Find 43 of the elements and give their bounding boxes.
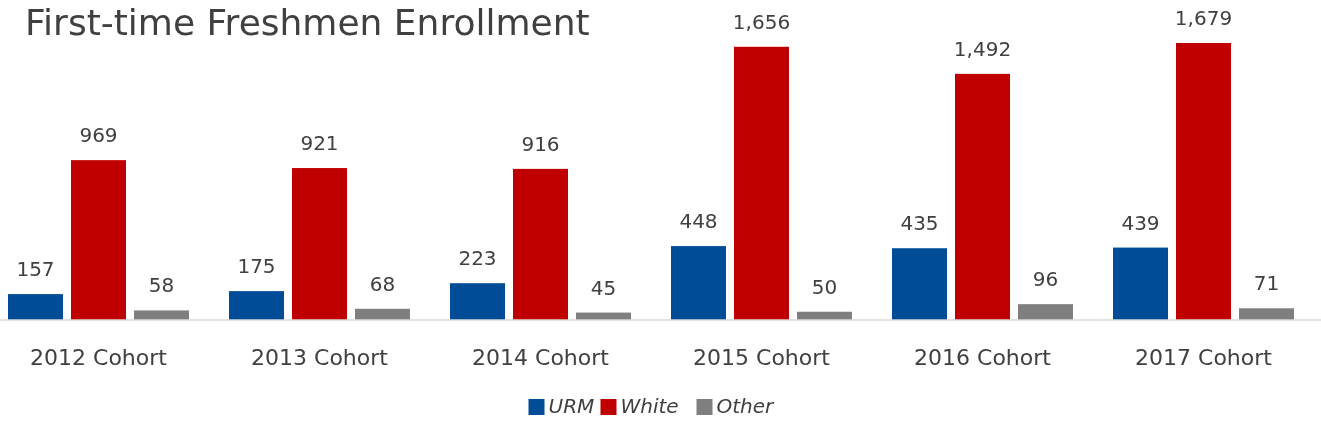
- bar: [1018, 304, 1073, 320]
- bar: [292, 168, 347, 320]
- x-tick-label: 2015 Cohort: [693, 345, 831, 370]
- data-label: 68: [369, 271, 396, 296]
- data-label: 223: [458, 246, 497, 271]
- bar: [892, 248, 947, 320]
- x-tick-label: 2017 Cohort: [1135, 345, 1273, 370]
- data-label: 921: [300, 131, 339, 156]
- data-label: 435: [900, 211, 939, 236]
- data-label: 45: [590, 275, 617, 300]
- x-tick-label: 2016 Cohort: [914, 345, 1052, 370]
- data-label: 58: [148, 273, 175, 298]
- bar: [1176, 43, 1231, 320]
- bar: [450, 283, 505, 320]
- x-tick-label: 2012 Cohort: [30, 345, 168, 370]
- bar: [8, 294, 63, 320]
- bar: [734, 46, 789, 320]
- data-label: 448: [679, 209, 718, 234]
- data-label: 1,492: [953, 36, 1012, 61]
- data-label: 50: [811, 274, 838, 299]
- chart-title: First-time Freshmen Enrollment: [25, 2, 590, 43]
- data-label: 71: [1253, 271, 1280, 296]
- legend-label: URM: [548, 394, 595, 418]
- bar: [229, 291, 284, 320]
- bar: [513, 168, 568, 320]
- x-tick-label: 2014 Cohort: [472, 345, 610, 370]
- data-label: 439: [1121, 210, 1160, 235]
- bar: [71, 160, 126, 320]
- bar: [671, 246, 726, 320]
- bar: [1239, 308, 1294, 320]
- data-label: 175: [237, 254, 276, 279]
- data-label: 969: [79, 123, 118, 148]
- bar: [955, 73, 1010, 320]
- data-label: 1,656: [732, 9, 791, 34]
- legend-label: White: [620, 394, 679, 418]
- x-tick-label: 2013 Cohort: [251, 345, 389, 370]
- legend-label: Other: [716, 394, 776, 418]
- data-label: 916: [521, 131, 560, 156]
- data-label: 96: [1032, 267, 1059, 292]
- data-label: 157: [16, 257, 55, 282]
- bar: [134, 310, 189, 320]
- bar: [1113, 247, 1168, 320]
- data-label: 1,679: [1174, 6, 1233, 30]
